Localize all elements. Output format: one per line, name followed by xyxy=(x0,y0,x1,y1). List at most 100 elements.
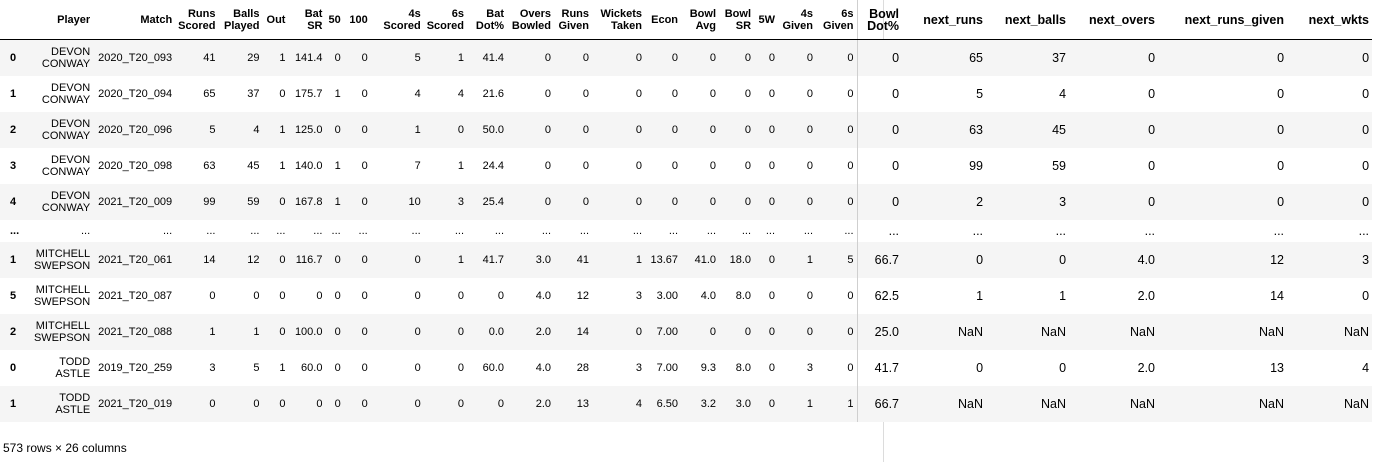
table-cell: 125.0 xyxy=(294,123,323,136)
table-cell: 2 xyxy=(976,194,984,209)
column-header: Runs Given xyxy=(554,0,593,40)
column-header: next_runs_given xyxy=(1158,0,1288,40)
table-cell: 1 xyxy=(253,325,260,338)
table-cell: 0 xyxy=(709,195,717,208)
table-cell: 0 xyxy=(768,87,776,100)
row-index: 0 xyxy=(10,51,17,64)
table-cell: 0 xyxy=(671,195,679,208)
table-cell: 0 xyxy=(816,147,858,184)
table-cell: 0 xyxy=(635,325,643,338)
table-cell: 0 xyxy=(1362,288,1370,303)
table-cell: 37 xyxy=(247,87,260,100)
table-cell: ... xyxy=(1358,223,1370,238)
table-cell: 45 xyxy=(247,159,260,172)
table-cell: NaN xyxy=(958,324,984,339)
table-cell: 0 xyxy=(457,325,465,338)
table-cell: ... xyxy=(1144,223,1156,238)
table-cell: 0 xyxy=(892,158,900,173)
table-cell: 8.0 xyxy=(735,361,752,374)
player-cell: MITCHELL SWEPSON xyxy=(33,247,91,272)
table-cell: 4 xyxy=(253,123,260,136)
table-cell: 2020_T20_094 xyxy=(98,87,173,100)
table-cell: 1 xyxy=(806,397,814,410)
table-cell: 0 xyxy=(334,123,341,136)
table-cell: 3 xyxy=(1362,252,1370,267)
column-header: 5W xyxy=(754,0,779,40)
table-cell: 0 xyxy=(457,123,465,136)
table-cell: 0 xyxy=(709,123,717,136)
column-header: Bat SR xyxy=(288,0,326,40)
table-cell: 9.3 xyxy=(700,361,717,374)
table-cell: 0 xyxy=(279,289,286,302)
column-divider xyxy=(883,0,884,462)
table-body: 0 DEVON CONWAY 2020_T20_093 41 29 1 141.4 0 0 5 1 4… xyxy=(0,39,1373,422)
table-header: Player Match Runs Scored Balls Played Out Bat… xyxy=(0,0,1373,40)
table-cell: 1 xyxy=(806,253,814,266)
table-cell: 2020_T20_096 xyxy=(98,123,173,136)
table-cell: 5 xyxy=(816,241,858,278)
table-cell: 0 xyxy=(768,253,776,266)
table-cell: 0 xyxy=(806,289,814,302)
table-row: 1 MITCHELL SWEPSON 2021_T20_061 14 12 0 116.7 0… xyxy=(0,241,1373,278)
table-cell: 2021_T20_019 xyxy=(98,397,173,410)
table-cell: 0 xyxy=(768,123,776,136)
table-cell: 2021_T20_061 xyxy=(98,253,173,266)
table-cell: 0 xyxy=(1059,360,1067,375)
table-cell: 1 xyxy=(976,288,984,303)
table-cell: 0 xyxy=(334,361,341,374)
table-cell: NaN xyxy=(1130,324,1156,339)
table-cell: 3 xyxy=(806,361,814,374)
table-cell: 1 xyxy=(1059,288,1067,303)
table-cell: 0 xyxy=(1277,158,1285,173)
table-cell: 0 xyxy=(806,325,814,338)
column-header: 50 xyxy=(325,0,344,40)
table-cell: 0 xyxy=(744,159,752,172)
table-cell: 0 xyxy=(1362,194,1370,209)
table-cell: 0 xyxy=(582,195,590,208)
table-cell: 0 xyxy=(582,159,590,172)
table-cell: 2021_T20_087 xyxy=(98,289,173,302)
table-cell: 0 xyxy=(635,87,643,100)
table-cell: 0 xyxy=(279,87,286,100)
table-cell: 0 xyxy=(635,195,643,208)
table-cell: 29 xyxy=(247,51,260,64)
table-cell: 7 xyxy=(414,159,421,172)
table-cell: 5 xyxy=(209,123,216,136)
player-cell: TODD ASTLE xyxy=(55,391,91,416)
table-cell: 0 xyxy=(279,397,286,410)
row-index: 1 xyxy=(10,397,17,410)
table-cell: 0 xyxy=(1148,86,1156,101)
row-index: 4 xyxy=(10,195,17,208)
dataframe-table: Player Match Runs Scored Balls Played Out Bat… xyxy=(0,0,1373,422)
table-cell: ... xyxy=(276,224,286,237)
column-header: Overs Bowled xyxy=(507,0,555,40)
table-cell: 0 xyxy=(457,289,465,302)
table-cell: 12 xyxy=(1270,252,1285,267)
table-cell: 59 xyxy=(247,195,260,208)
table-cell: 12 xyxy=(247,253,260,266)
table-cell: 0 xyxy=(582,123,590,136)
table-cell: 0 xyxy=(361,289,368,302)
table-cell: 4 xyxy=(635,397,643,410)
table-cell: 0 xyxy=(768,159,776,172)
table-cell: ... xyxy=(411,224,421,237)
table-cell: 2.0 xyxy=(1137,288,1156,303)
table-cell: 0 xyxy=(635,159,643,172)
table-cell: 10 xyxy=(408,195,421,208)
table-cell: 0 xyxy=(279,253,286,266)
table-cell: 65 xyxy=(203,87,216,100)
table-cell: 0 xyxy=(892,194,900,209)
table-cell: 0 xyxy=(414,325,421,338)
table-cell: 21.6 xyxy=(482,87,505,100)
table-cell: ... xyxy=(1055,223,1067,238)
table-cell: 0 xyxy=(976,252,984,267)
table-cell: 0 xyxy=(635,123,643,136)
table-cell: 25.4 xyxy=(482,195,505,208)
table-cell: 0 xyxy=(457,361,465,374)
column-header: Bowl Avg xyxy=(681,0,720,40)
table-cell: 0 xyxy=(806,87,814,100)
table-cell: 0 xyxy=(768,361,776,374)
column-header: next_overs xyxy=(1069,0,1159,40)
table-cell: 0 xyxy=(414,289,421,302)
table-cell: 0 xyxy=(1277,86,1285,101)
